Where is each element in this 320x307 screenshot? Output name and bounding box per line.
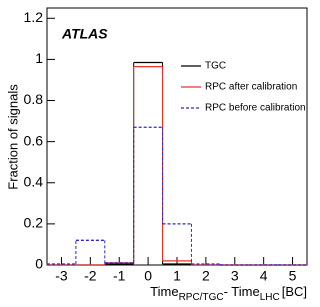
y-tick-label: 0.8 — [24, 91, 44, 107]
x-axis-label: TimeRPC/TGC- TimeLHC [BC] — [150, 284, 307, 302]
x-label-sub: LHC — [260, 292, 280, 302]
legend-label: TGC — [205, 61, 226, 72]
x-label-sub: RPC/TGC — [179, 292, 224, 302]
x-label-part: - Time — [224, 284, 260, 299]
x-tick-label: 4 — [260, 268, 268, 284]
x-tick-label: 5 — [289, 268, 297, 284]
chart: ATLAS Fraction of signals TimeRPC/TGC- T… — [5, 7, 308, 303]
y-tick-label: 1 — [35, 50, 43, 66]
x-tick-label: -3 — [55, 268, 68, 284]
plot-frame — [46, 7, 308, 266]
y-axis-label: Fraction of signals — [5, 84, 20, 190]
x-tick-label: -1 — [113, 268, 126, 284]
x-tick-label: -2 — [84, 268, 97, 284]
y-tick-label: 1.2 — [24, 9, 44, 25]
y-tick-label: 0.4 — [24, 173, 44, 189]
y-tick-label: 0.2 — [24, 215, 44, 231]
x-label-part: [BC] — [282, 284, 307, 299]
x-tick-label: 2 — [202, 268, 210, 284]
x-tick-label: 1 — [173, 268, 181, 284]
annotation: ATLAS — [61, 26, 108, 42]
legend-label: RPC before calibration — [205, 103, 306, 114]
x-tick-label: 0 — [144, 268, 152, 284]
legend-label: RPC after calibration — [205, 82, 297, 93]
x-label-part: Time — [150, 284, 178, 299]
y-tick-label: 0.6 — [24, 132, 44, 148]
x-tick-label: 3 — [231, 268, 239, 284]
y-tick-label: 0 — [35, 256, 43, 272]
